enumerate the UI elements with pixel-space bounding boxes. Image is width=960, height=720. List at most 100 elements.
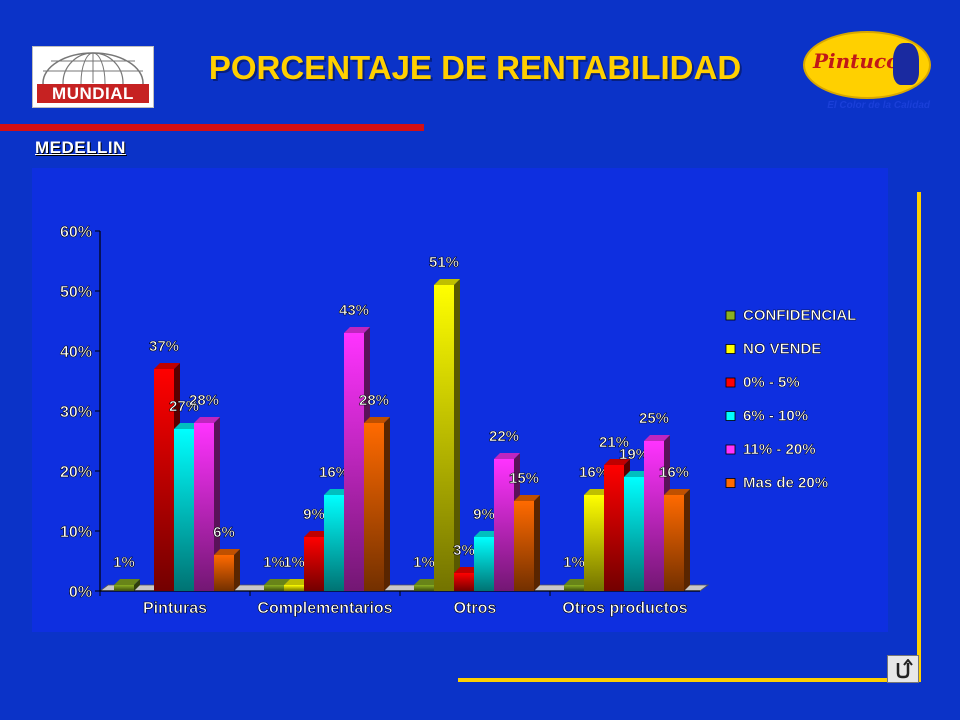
x-tick-label: Complementarios <box>257 600 392 617</box>
y-tick-label: 40% <box>60 344 92 361</box>
bar <box>174 429 194 591</box>
data-label: 1% <box>113 554 135 571</box>
pintuco-logo: Pintuco <box>803 31 931 99</box>
data-label: 43% <box>339 302 369 319</box>
mundial-logo: MUNDIAL <box>32 46 154 108</box>
bar <box>364 423 384 591</box>
title-underline <box>0 124 424 131</box>
bar <box>344 333 364 591</box>
data-label: 9% <box>303 506 325 523</box>
legend-label: 11% - 20% <box>743 441 816 458</box>
data-label: 51% <box>429 254 459 271</box>
mundial-logo-text: MUNDIAL <box>37 84 149 103</box>
x-tick-label: Otros productos <box>562 600 687 617</box>
y-tick-label: 10% <box>60 524 92 541</box>
bar <box>564 585 584 591</box>
data-label: 1% <box>283 554 305 571</box>
bar-side <box>134 579 140 591</box>
bar <box>194 423 214 591</box>
city-subtitle: MEDELLIN <box>35 138 126 157</box>
data-label: 3% <box>453 542 475 559</box>
bar-top <box>304 531 330 537</box>
legend-swatch <box>725 478 736 488</box>
data-label: 6% <box>213 524 235 541</box>
bar-top <box>564 579 590 585</box>
legend-label: Mas de 20% <box>743 475 828 492</box>
data-label: 28% <box>359 392 389 409</box>
legend-swatch <box>725 344 736 354</box>
bar-top <box>114 579 140 585</box>
bar <box>214 555 234 591</box>
bar-top <box>514 495 540 501</box>
bar-top <box>414 579 440 585</box>
y-tick-label: 60% <box>60 224 92 241</box>
legend-swatch <box>725 310 736 321</box>
bar <box>414 585 434 591</box>
bar-top <box>454 567 480 573</box>
bar-top <box>194 417 220 423</box>
bar <box>604 465 624 591</box>
legend-label: 0% - 5% <box>743 374 800 391</box>
bar-top <box>324 489 350 495</box>
bar <box>434 285 454 591</box>
return-button[interactable] <box>887 655 919 683</box>
globe-logo-icon <box>42 52 144 87</box>
data-label: 16% <box>319 464 349 481</box>
bar-side <box>384 417 390 591</box>
pintuco-tagline: El Color de la Calidad <box>827 100 930 111</box>
decorative-horizontal-line <box>458 678 921 682</box>
bar-top <box>664 489 690 495</box>
x-tick-label: Pinturas <box>143 600 207 617</box>
chart-panel: 0% 10% 20% 30% 40% 50% 60% Pinturas 1% 37% 27% 28% 6… <box>32 168 888 632</box>
bar-side <box>684 489 690 591</box>
bar <box>114 585 134 591</box>
bar-top <box>434 279 460 285</box>
bar-top <box>474 531 500 537</box>
bar-top <box>214 549 240 555</box>
bar-top <box>154 363 180 369</box>
data-label: 22% <box>489 428 519 445</box>
bar-top <box>494 453 520 459</box>
pintuco-logo-text: Pintuco <box>813 49 900 73</box>
bar <box>264 585 284 591</box>
y-tick-label: 30% <box>60 404 92 421</box>
bar-top <box>284 579 310 585</box>
data-label: 15% <box>509 470 539 487</box>
bar <box>584 495 604 591</box>
bar-side <box>234 549 240 591</box>
bar-top <box>174 423 200 429</box>
legend-swatch <box>725 411 736 421</box>
bar-top <box>264 579 290 585</box>
data-label: 1% <box>413 554 435 571</box>
data-label: 16% <box>579 464 609 481</box>
bar <box>664 495 684 591</box>
profitability-chart: 0%10%20%30%40%50%60%Pinturas1%37%27%28%6… <box>60 224 857 618</box>
data-label: 9% <box>473 506 495 523</box>
return-u-turn-icon <box>896 659 913 679</box>
bar-top <box>344 327 370 333</box>
bar <box>304 537 324 591</box>
bar <box>454 573 474 591</box>
data-label: 19% <box>619 446 649 463</box>
data-label: 21% <box>599 434 629 451</box>
bar <box>514 501 534 591</box>
bar <box>644 441 664 591</box>
bar-top <box>624 471 650 477</box>
y-tick-label: 20% <box>60 464 92 481</box>
data-label: 28% <box>189 392 219 409</box>
y-tick-label: 0% <box>69 584 92 601</box>
bar <box>154 369 174 591</box>
legend-label: CONFIDENCIAL <box>743 307 856 324</box>
bar <box>494 459 514 591</box>
painter-logo-icon <box>893 43 919 85</box>
y-tick-label: 50% <box>60 284 92 301</box>
legend-swatch <box>725 377 736 388</box>
decorative-vertical-line <box>917 192 921 682</box>
legend-label: NO VENDE <box>743 341 821 358</box>
bar-top <box>604 459 630 465</box>
bar <box>324 495 344 591</box>
bar-side <box>534 495 540 591</box>
bar <box>284 585 304 591</box>
data-label: 1% <box>263 554 285 571</box>
data-label: 27% <box>169 398 199 415</box>
